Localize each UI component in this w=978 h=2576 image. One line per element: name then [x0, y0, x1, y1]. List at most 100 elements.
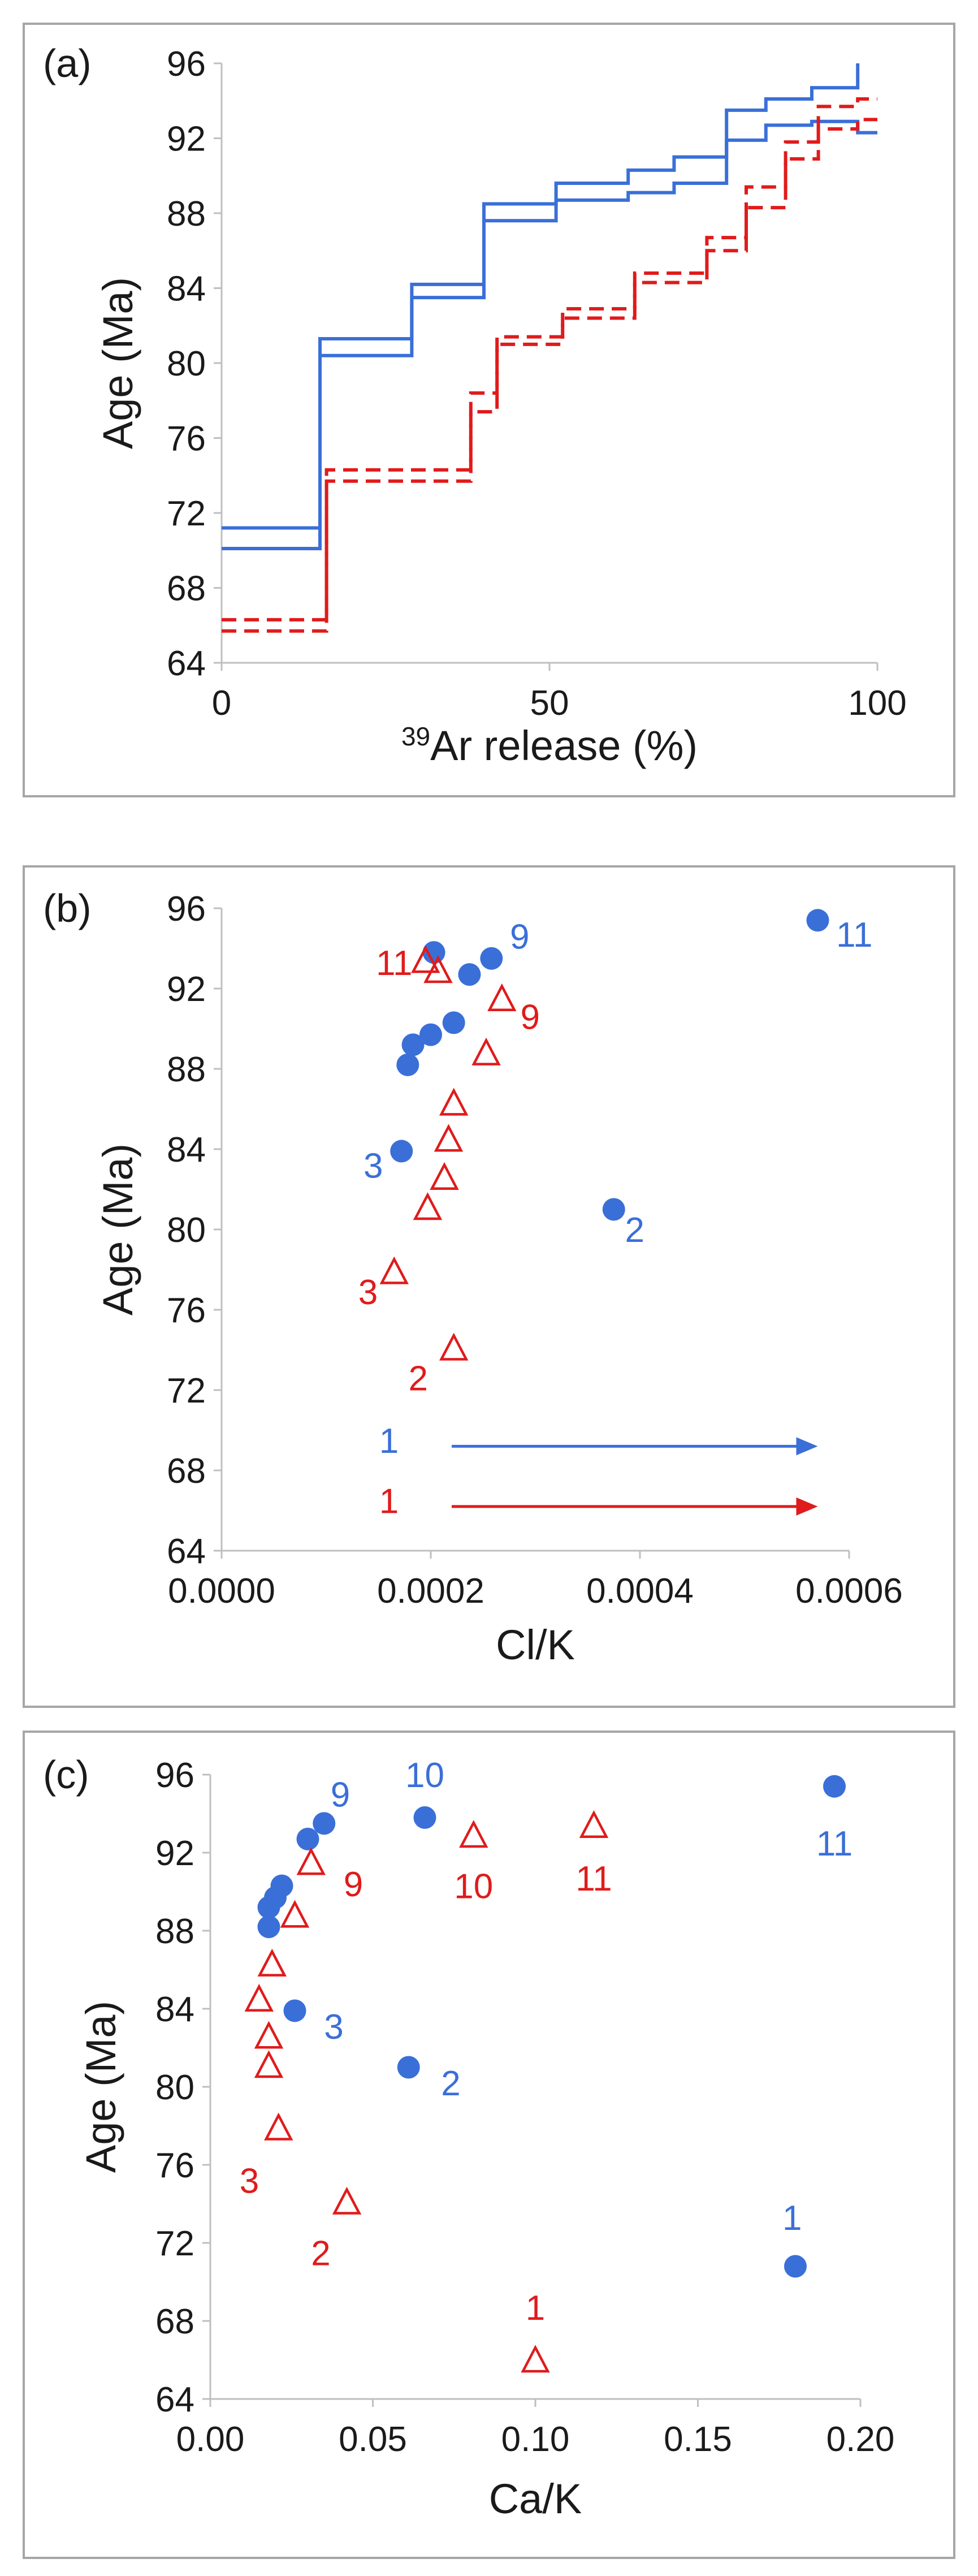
step-series-red-step-lower [222, 118, 877, 633]
x-tick-label: 0.0006 [795, 1572, 903, 1611]
step-number-label: 3 [240, 2162, 259, 2201]
step-number-label: 3 [358, 1273, 378, 1312]
data-point-red-triangle [332, 2186, 362, 2215]
data-point-red-triangle [413, 1192, 443, 1220]
data-point-red-triangle [423, 955, 453, 983]
data-point-blue-circle [823, 1775, 846, 1798]
y-tick-label: 80 [167, 1211, 206, 1250]
chart-panel-c: (c) 64 68 72 76 80 84 88 92 96 0.00 0.05 0.10 0.15 0.2… [23, 1731, 955, 2559]
step-number-label: 2 [441, 2064, 460, 2103]
y-tick-label: 92 [167, 970, 206, 1009]
data-point-blue-circle [257, 1915, 280, 1939]
x-tick-label: 0.15 [664, 2420, 732, 2459]
x-axis-label-text: Ar release (%) [430, 722, 698, 769]
y-tick-label: 64 [155, 2380, 194, 2419]
y-tick-label: 72 [167, 494, 206, 533]
y-tick-label: 80 [155, 2068, 194, 2107]
step-number-label: 2 [311, 2234, 330, 2273]
x-tick-label: 0.0000 [168, 1572, 275, 1611]
x-tick-label: 0.10 [501, 2420, 570, 2459]
x-axis-label-superscript: 39 [401, 722, 430, 751]
y-tick-label: 68 [167, 569, 206, 609]
y-tick-label: 64 [167, 644, 206, 683]
y-tick-label: 96 [167, 45, 206, 84]
step-series-blue-step-upper [222, 63, 860, 530]
data-point-red-triangle [521, 2345, 550, 2373]
data-point-red-triangle [254, 2021, 284, 2049]
x-axis-label: Cl/K [496, 1621, 575, 1668]
data-point-red-triangle [459, 1820, 488, 1848]
y-tick-label: 92 [167, 120, 206, 159]
data-point-blue-circle [458, 963, 481, 986]
data-point-blue-circle [413, 1806, 436, 1829]
data-point-red-triangle [487, 983, 517, 1011]
data-point-blue-circle [784, 2255, 807, 2278]
offscale-arrow-head [796, 1437, 818, 1456]
panel-label: (a) [43, 41, 92, 85]
y-tick-label: 76 [155, 2146, 194, 2185]
data-point-blue-circle [283, 1999, 306, 2022]
step-number-label: 11 [376, 944, 412, 983]
y-tick-label: 96 [167, 890, 206, 929]
offscale-arrow-head [796, 1497, 818, 1516]
step-number-label: 11 [575, 1859, 612, 1898]
x-tick-label: 50 [530, 684, 569, 723]
data-point-red-triangle [411, 945, 440, 973]
y-tick-label: 92 [155, 1834, 194, 1873]
step-number-label: 1 [379, 1422, 399, 1461]
chart-panel-b: (b) 64 68 72 76 80 84 88 92 96 0.0000 0.0002 0.0004 0… [23, 865, 955, 1708]
data-point-red-triangle [471, 1037, 501, 1065]
step-series-red-step-upper [222, 97, 877, 622]
x-tick-label: 0.00 [176, 2420, 245, 2459]
y-axis-label: Age (Ma) [77, 2001, 124, 2173]
data-point-red-triangle [579, 1810, 609, 1838]
data-point-red-triangle [434, 1124, 464, 1152]
panel-label: (b) [43, 886, 92, 930]
x-tick-label: 0.20 [826, 2420, 895, 2459]
data-point-blue-circle [422, 941, 445, 964]
step-number-label: 10 [405, 1756, 444, 1795]
panel-label: (c) [43, 1753, 89, 1797]
step-number-label: 11 [816, 1824, 852, 1863]
y-tick-label: 72 [167, 1371, 206, 1410]
y-tick-label: 68 [155, 2302, 194, 2341]
y-tick-label: 84 [167, 1130, 206, 1170]
y-tick-label: 72 [155, 2224, 194, 2263]
x-tick-label: 0.05 [339, 2420, 407, 2459]
data-point-red-triangle [430, 1162, 459, 1190]
x-axis-label: 39Ar release (%) [401, 722, 698, 769]
data-point-blue-circle [396, 1053, 419, 1076]
data-point-red-triangle [257, 1948, 287, 1977]
data-point-red-triangle [244, 1983, 274, 2012]
data-point-red-triangle [379, 1256, 409, 1284]
data-point-blue-circle [480, 947, 503, 970]
step-number-label: 11 [836, 916, 872, 955]
x-tick-label: 0 [212, 684, 231, 723]
step-number-label: 9 [331, 1776, 350, 1815]
step-series-blue-step-lower [222, 119, 877, 550]
x-tick-label: 0.0002 [377, 1572, 484, 1611]
y-tick-label: 88 [155, 1912, 194, 1951]
data-point-blue-circle [296, 1827, 319, 1850]
chart-panel-a: (a) 64 68 72 76 80 84 88 92 96 0 50 100 Age (Ma) 39Ar … [23, 23, 955, 797]
data-point-red-triangle [296, 1847, 326, 1875]
x-tick-label: 100 [848, 684, 906, 723]
data-point-blue-circle [806, 909, 829, 932]
step-number-label: 9 [521, 998, 540, 1037]
y-tick-label: 80 [167, 344, 206, 383]
y-axis-label: Age (Ma) [94, 1144, 141, 1315]
x-axis-label: Ca/K [489, 2475, 582, 2522]
step-number-label: 2 [625, 1211, 644, 1250]
y-tick-label: 88 [167, 195, 206, 234]
step-number-label: 9 [510, 918, 529, 957]
y-tick-label: 84 [167, 270, 206, 309]
data-point-red-triangle [439, 1332, 469, 1361]
y-tick-label: 76 [167, 420, 206, 459]
y-axis-label: Age (Ma) [94, 277, 141, 449]
x-tick-label: 0.0004 [586, 1572, 694, 1611]
data-point-blue-circle [442, 1011, 465, 1034]
step-number-label: 3 [363, 1146, 383, 1185]
step-number-label: 9 [344, 1865, 363, 1904]
data-point-red-triangle [439, 1088, 469, 1116]
data-point-blue-circle [390, 1140, 413, 1163]
